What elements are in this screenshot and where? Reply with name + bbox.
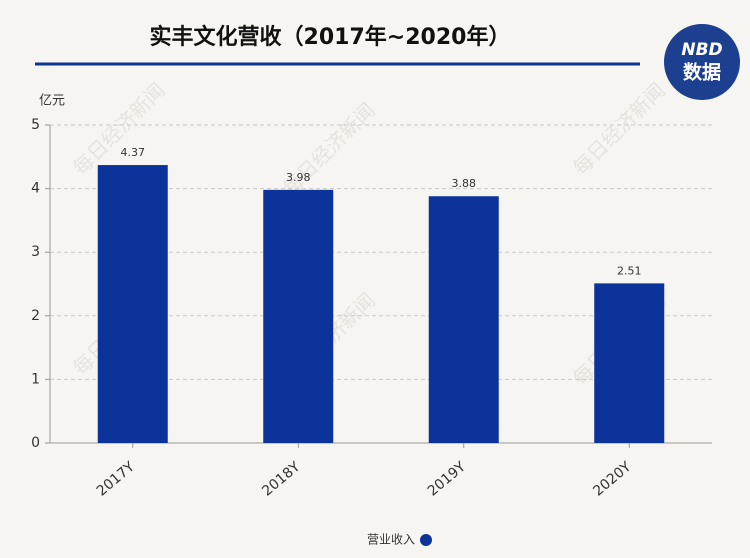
logo-bottom: 数据: [683, 61, 721, 84]
data-label: 2.51: [617, 264, 642, 277]
y-unit: 亿元: [39, 94, 65, 109]
legend-swatch: [420, 534, 432, 546]
bar: [594, 283, 665, 443]
y-tick-label: 3: [31, 244, 40, 260]
logo-circle: [664, 24, 740, 100]
data-label: 4.37: [121, 146, 146, 159]
y-tick-label: 0: [31, 435, 40, 451]
logo-top: NBD: [681, 40, 722, 60]
y-tick-label: 2: [31, 308, 40, 324]
legend-label: 营业收入: [367, 533, 415, 547]
chart-title: 实丰文化营收（2017年~2020年）: [150, 24, 511, 50]
bar: [428, 196, 499, 443]
data-label: 3.88: [452, 177, 477, 190]
y-tick-label: 1: [31, 371, 40, 387]
bar: [97, 165, 168, 443]
y-tick-label: 4: [31, 181, 40, 197]
data-label: 3.98: [286, 171, 311, 184]
y-tick-label: 5: [31, 117, 40, 133]
bar: [263, 189, 334, 443]
